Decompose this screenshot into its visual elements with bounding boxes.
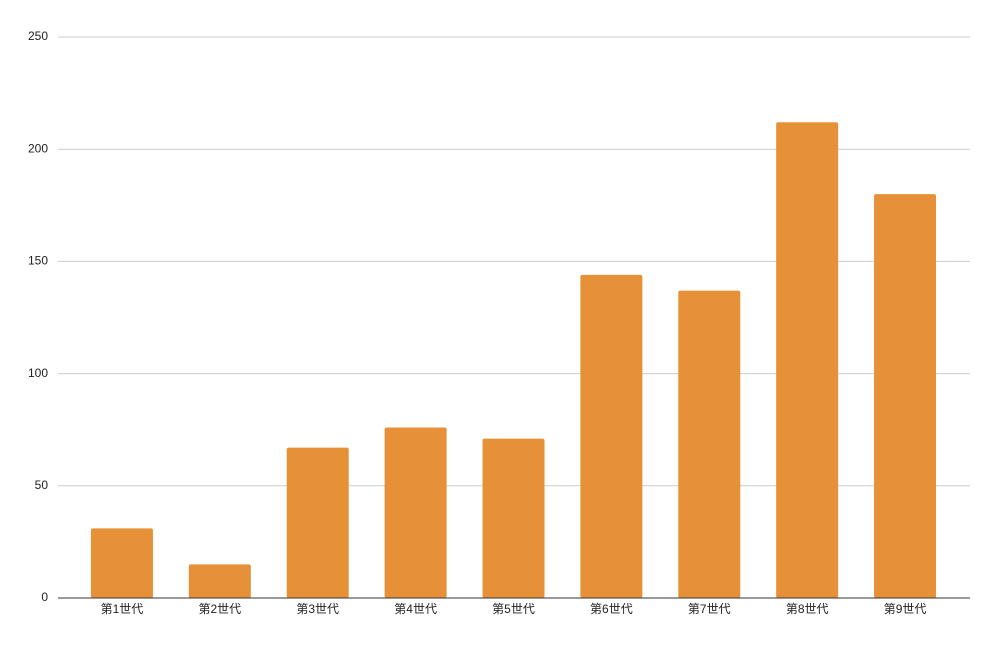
x-tick-label: 第9世代 [884, 602, 927, 616]
y-tick-label: 250 [28, 29, 48, 43]
x-tick-label: 第4世代 [394, 602, 437, 616]
bar [188, 564, 251, 598]
x-tick-label: 第7世代 [688, 602, 731, 616]
x-tick-label: 第6世代 [590, 602, 633, 616]
x-tick-label: 第2世代 [198, 602, 241, 616]
bar [384, 427, 447, 598]
x-tick-label: 第3世代 [296, 602, 339, 616]
bar [90, 528, 153, 598]
y-tick-label: 0 [41, 590, 48, 604]
y-tick-label: 200 [28, 141, 48, 155]
y-tick-label: 50 [35, 478, 49, 492]
x-tick-label: 第8世代 [786, 602, 829, 616]
bar [776, 122, 839, 598]
bar [874, 194, 937, 598]
bar [678, 290, 741, 598]
y-tick-label: 150 [28, 254, 48, 268]
bar [580, 274, 643, 598]
bar [286, 447, 349, 598]
x-tick-label: 第1世代 [101, 602, 144, 616]
x-tick-label: 第5世代 [492, 602, 535, 616]
bar [482, 438, 545, 598]
y-tick-label: 100 [28, 366, 48, 380]
